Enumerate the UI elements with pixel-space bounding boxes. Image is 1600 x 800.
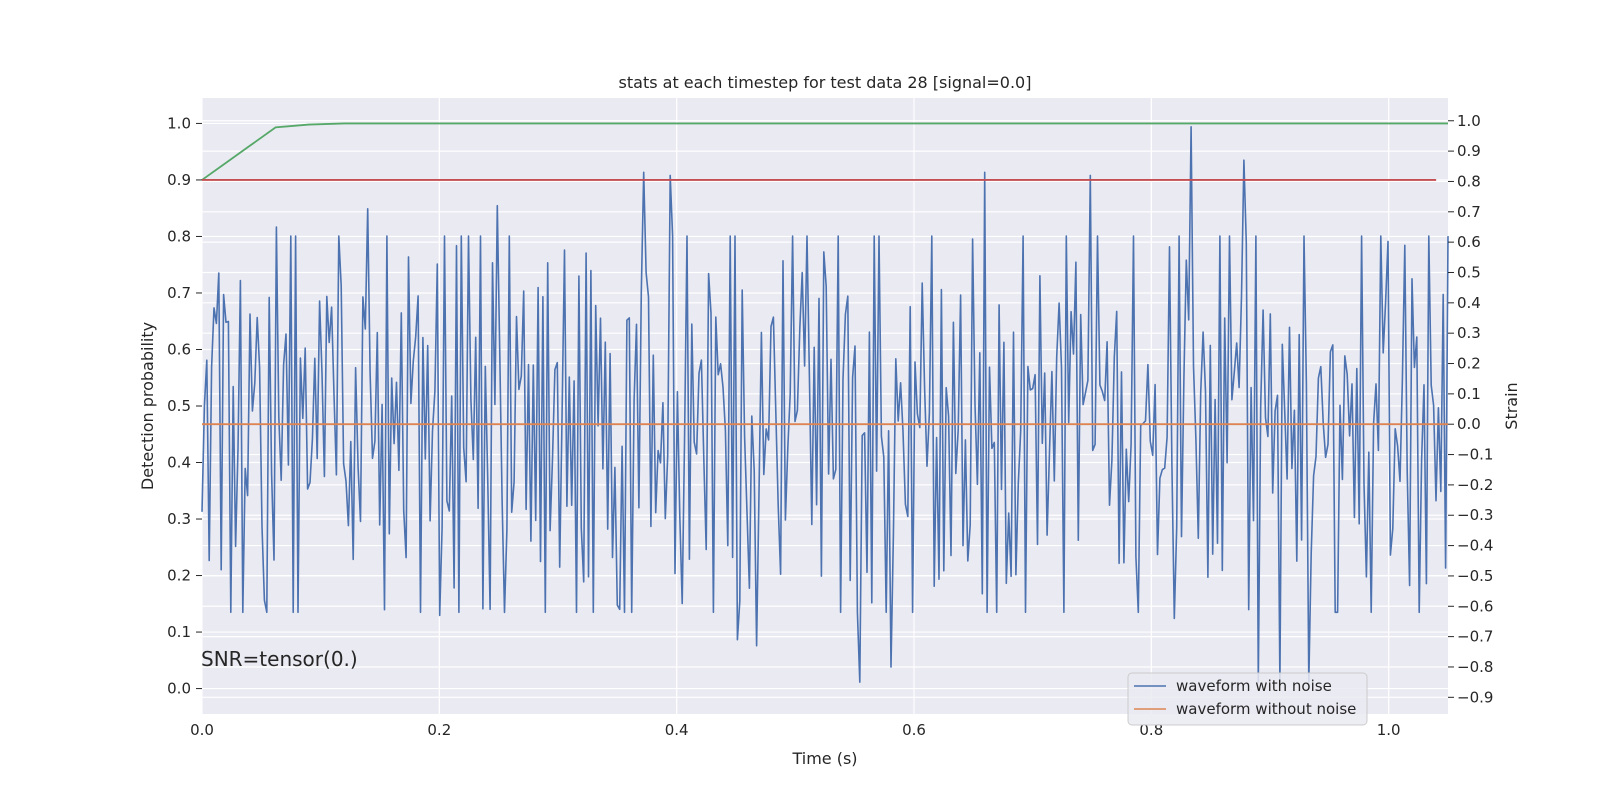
series-waveform-with-noise [201,126,1449,683]
left-y-tick-label: 0.8 [167,227,191,245]
series-layer [201,122,1449,683]
legend: waveform with noise waveform without noi… [1127,672,1368,726]
left-y-tick-label: 0.0 [167,680,191,698]
chart-title: stats at each timestep for test data 28 … [619,73,1032,92]
left-y-tick-label: 0.4 [167,454,191,472]
left-y-tick-label: 0.2 [167,567,191,585]
grid [201,98,1448,714]
right-y-tick-label: 0.4 [1457,294,1481,312]
right-y-tick-label: −0.5 [1457,567,1493,585]
right-y-tick-label: −0.2 [1457,476,1493,494]
right-y-tick-label: 0.7 [1457,203,1481,221]
right-y-tick-label: 0.3 [1457,324,1481,342]
right-y-tick-label: 0.8 [1457,172,1481,190]
right-y-tick-label: 0.1 [1457,385,1481,403]
x-tick-label: 0.2 [427,721,451,739]
right-y-tick-label: −0.7 [1457,628,1493,646]
legend-label-waveform-without-noise: waveform without noise [1176,700,1356,718]
left-y-axis-label: Detection probability [138,322,157,490]
x-tick-label: 0.4 [665,721,689,739]
x-tick-labels: 0.0 0.2 0.4 0.6 0.8 1.0 [190,721,1401,739]
left-y-tick-labels: 0.0 0.1 0.2 0.3 0.4 0.5 0.6 0.7 0.8 0.9 1.0 [167,114,202,698]
right-y-tick-label: −0.1 [1457,446,1493,464]
left-y-tick-label: 0.3 [167,510,191,528]
legend-label-waveform-with-noise: waveform with noise [1176,677,1332,695]
series-detection-probability [201,122,1448,181]
right-y-tick-label: −0.4 [1457,537,1493,555]
x-axis-label: Time (s) [791,749,857,768]
legend-box [1127,672,1368,726]
right-y-tick-label: −0.8 [1457,658,1493,676]
right-y-tick-label: 0.9 [1457,142,1481,160]
right-y-tick-label: −0.6 [1457,597,1493,615]
right-y-tick-labels: −0.9 −0.8 −0.7 −0.6 −0.5 −0.4 −0.3 −0.2 −0.1 0.0 0… [1448,112,1493,706]
left-y-tick-label: 0.1 [167,623,191,641]
x-tick-label: 1.0 [1377,721,1401,739]
left-y-tick-label: 0.5 [167,397,191,415]
x-tick-label: 0.6 [902,721,926,739]
x-tick-label: 0.0 [190,721,214,739]
right-y-axis-label: Strain [1502,382,1521,429]
right-y-tick-label: −0.9 [1457,688,1493,706]
left-y-tick-label: 0.7 [167,284,191,302]
right-y-tick-label: 0.5 [1457,263,1481,281]
right-y-tick-label: 0.2 [1457,355,1481,373]
left-y-tick-label: 0.9 [167,171,191,189]
snr-annotation: SNR=tensor(0.) [201,647,358,671]
right-y-tick-label: −0.3 [1457,506,1493,524]
right-y-tick-label: 0.0 [1457,415,1481,433]
left-y-tick-label: 0.6 [167,340,191,358]
right-y-tick-label: 1.0 [1457,112,1481,130]
left-y-tick-label: 1.0 [167,114,191,132]
right-y-tick-label: 0.6 [1457,233,1481,251]
